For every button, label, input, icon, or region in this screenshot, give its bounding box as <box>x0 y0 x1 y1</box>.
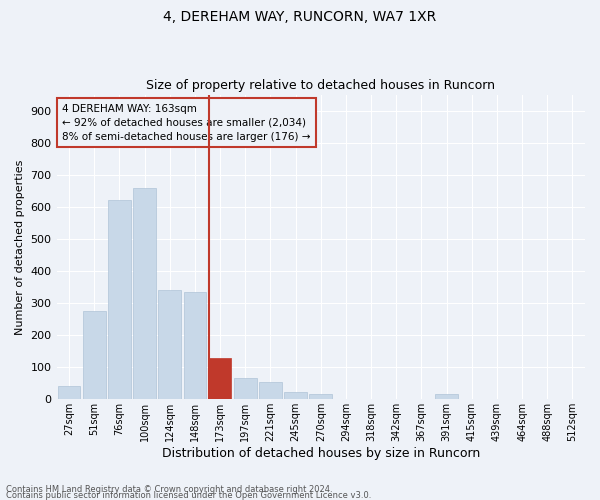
Bar <box>83 311 106 400</box>
Y-axis label: Number of detached properties: Number of detached properties <box>15 159 25 334</box>
Bar <box>158 290 181 400</box>
Bar <box>209 358 232 400</box>
Bar <box>234 378 257 400</box>
Bar <box>58 386 80 400</box>
Bar <box>108 200 131 400</box>
Bar <box>259 382 282 400</box>
Text: Contains public sector information licensed under the Open Government Licence v3: Contains public sector information licen… <box>6 491 371 500</box>
Bar <box>435 394 458 400</box>
X-axis label: Distribution of detached houses by size in Runcorn: Distribution of detached houses by size … <box>161 447 480 460</box>
Text: 4, DEREHAM WAY, RUNCORN, WA7 1XR: 4, DEREHAM WAY, RUNCORN, WA7 1XR <box>163 10 437 24</box>
Bar <box>184 292 206 400</box>
Bar <box>133 188 156 400</box>
Text: 4 DEREHAM WAY: 163sqm
← 92% of detached houses are smaller (2,034)
8% of semi-de: 4 DEREHAM WAY: 163sqm ← 92% of detached … <box>62 104 310 142</box>
Bar <box>310 394 332 400</box>
Text: Contains HM Land Registry data © Crown copyright and database right 2024.: Contains HM Land Registry data © Crown c… <box>6 485 332 494</box>
Title: Size of property relative to detached houses in Runcorn: Size of property relative to detached ho… <box>146 79 495 92</box>
Bar <box>284 392 307 400</box>
